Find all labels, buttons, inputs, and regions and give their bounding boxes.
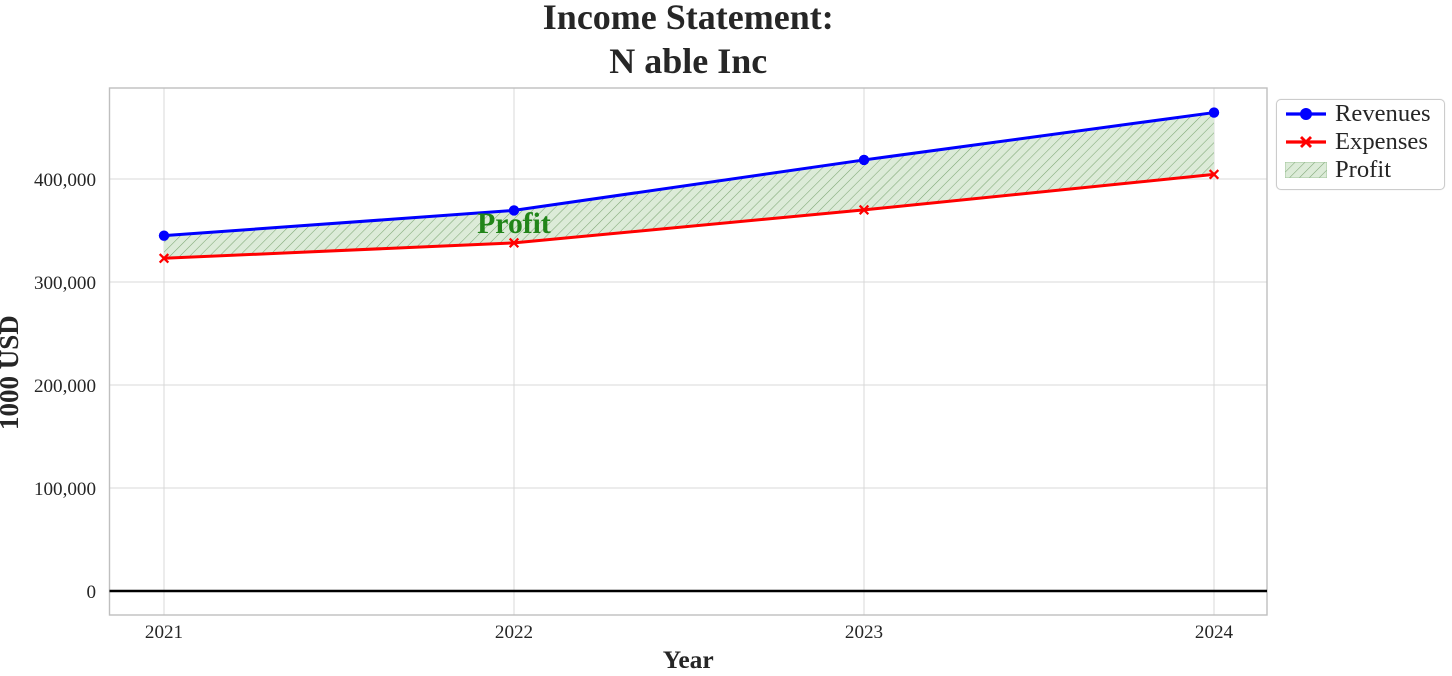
svg-text:Profit: Profit xyxy=(477,208,551,240)
